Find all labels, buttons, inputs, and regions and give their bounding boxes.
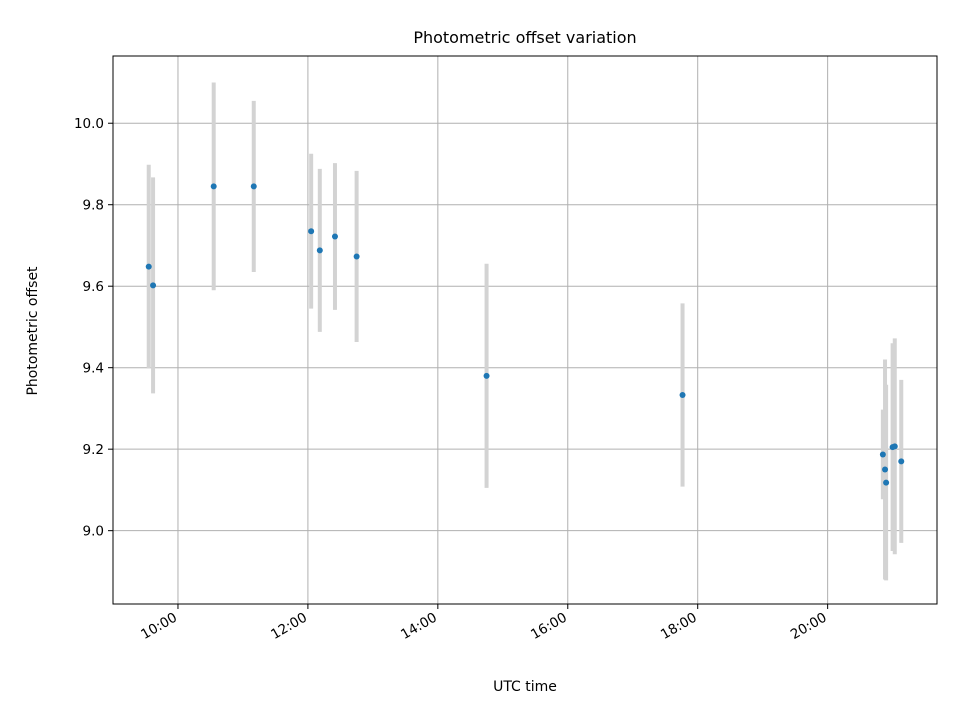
plot-frame <box>112 55 938 605</box>
y-ticks: 9.0 9.2 9.4 9.6 9.8 10.0 <box>74 116 113 540</box>
data-point <box>679 391 686 398</box>
data-point <box>331 233 338 240</box>
y-tick-label: 9.6 <box>83 279 104 295</box>
data-point <box>150 282 157 289</box>
data-point <box>250 183 257 190</box>
x-axis-label: UTC time <box>493 679 557 695</box>
data-point <box>210 183 217 190</box>
y-tick-label: 9.2 <box>83 442 104 458</box>
data-point <box>883 479 890 486</box>
data-point <box>308 228 315 235</box>
data-point <box>879 451 886 458</box>
y-tick-label: 9.0 <box>83 524 104 540</box>
data-point <box>353 253 360 260</box>
data-point <box>891 443 898 450</box>
data-point <box>145 263 152 270</box>
data-point <box>316 247 323 254</box>
data-points <box>145 183 905 486</box>
y-axis-label: Photometric offset <box>25 266 41 396</box>
y-tick-label: 9.4 <box>83 361 104 377</box>
y-tick-label: 10.0 <box>74 116 104 132</box>
grid <box>113 56 937 604</box>
y-tick-label: 9.8 <box>83 198 104 214</box>
data-point <box>483 372 490 379</box>
data-point <box>882 466 889 473</box>
data-point <box>898 458 905 465</box>
chart-title: Photometric offset variation <box>413 28 636 47</box>
